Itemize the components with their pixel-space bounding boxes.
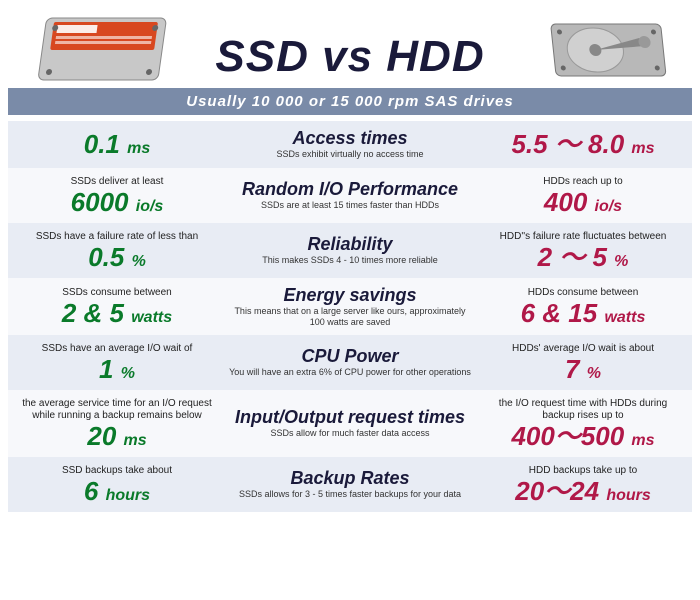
hdd-cell: HDD backups take up to20～24 hours — [478, 463, 688, 506]
hdd-value: 400 io/s — [484, 189, 682, 215]
category-subtitle: This means that on a large server like o… — [228, 306, 472, 328]
category-title: Input/Output request times — [228, 408, 472, 426]
ssd-value: 20 ms — [18, 423, 216, 449]
category-subtitle: This makes SSDs 4 - 10 times more reliab… — [228, 255, 472, 266]
category-cell: Backup Rates SSDs allows for 3 - 5 times … — [222, 463, 478, 506]
category-title: Random I/O Performance — [228, 180, 472, 198]
ssd-cell: SSDs have a failure rate of less than0.5… — [12, 229, 222, 272]
ssd-cell: the average service time for an I/O requ… — [12, 396, 222, 451]
category-cell: CPU Power You will have an extra 6% of CP… — [222, 341, 478, 384]
category-title: CPU Power — [228, 347, 472, 365]
category-subtitle: SSDs exhibit virtually no access time — [228, 149, 472, 160]
infographic-container: SSD vs HDD Usually 10 000 or 15 000 rpm … — [0, 0, 700, 520]
hdd-value: 6 & 15 watts — [484, 300, 682, 326]
ssd-cell: SSDs deliver at least6000 io/s — [12, 174, 222, 217]
comparison-row: SSDs have a failure rate of less than0.5… — [8, 223, 692, 278]
ssd-value: 2 & 5 watts — [18, 300, 216, 326]
hdd-cell: HDD''s failure rate fluctuates between2 … — [478, 229, 688, 272]
comparison-row: the average service time for an I/O requ… — [8, 390, 692, 457]
ssd-cell: SSD backups take about6 hours — [12, 463, 222, 506]
ssd-desc: SSDs have a failure rate of less than — [18, 231, 216, 243]
hdd-desc: HDD''s failure rate fluctuates between — [484, 231, 682, 243]
category-title: Energy savings — [228, 286, 472, 304]
comparison-rows: 0.1 ms Access times SSDs exhibit virtually… — [8, 121, 692, 512]
ssd-value: 6000 io/s — [18, 189, 216, 215]
ssd-cell: 0.1 ms — [12, 127, 222, 162]
hdd-cell: HDDs' average I/O wait is about7 % — [478, 341, 688, 384]
ssd-desc: the average service time for an I/O requ… — [18, 398, 216, 422]
main-title: SSD vs HDD — [215, 32, 484, 82]
category-cell: Reliability This makes SSDs 4 - 10 times … — [222, 229, 478, 272]
category-cell: Access times SSDs exhibit virtually no ac… — [222, 127, 478, 162]
hdd-desc: the I/O request time with HDDs during ba… — [484, 398, 682, 422]
hdd-value: 400～500 ms — [484, 423, 682, 449]
ssd-image — [18, 8, 178, 88]
comparison-row: SSDs consume between2 & 5 wattsEnergy sa… — [8, 278, 692, 336]
hdd-cell: HDDs consume between6 & 15 watts — [478, 284, 688, 330]
hdd-value: 2 ～ 5 % — [484, 244, 682, 270]
hdd-value: 5.5 ～ 8.0 ms — [484, 131, 682, 157]
ssd-value: 0.5 % — [18, 244, 216, 270]
ssd-value: 6 hours — [18, 478, 216, 504]
ssd-cell: SSDs have an average I/O wait of1 % — [12, 341, 222, 384]
category-subtitle: SSDs allow for much faster data access — [228, 428, 472, 439]
category-title: Backup Rates — [228, 469, 472, 487]
ssd-value: 1 % — [18, 356, 216, 382]
hdd-desc: HDDs reach up to — [484, 176, 682, 188]
category-title: Access times — [228, 129, 472, 147]
ssd-desc: SSDs deliver at least — [18, 176, 216, 188]
category-subtitle: You will have an extra 6% of CPU power f… — [228, 367, 472, 378]
ssd-desc: SSD backups take about — [18, 465, 216, 477]
comparison-row: SSDs deliver at least6000 io/sRandom I/O… — [8, 168, 692, 223]
header: SSD vs HDD — [8, 8, 692, 88]
ssd-value: 0.1 ms — [18, 131, 216, 157]
comparison-row: SSDs have an average I/O wait of1 %CPU P… — [8, 335, 692, 390]
hdd-value: 7 % — [484, 356, 682, 382]
ssd-cell: SSDs consume between2 & 5 watts — [12, 284, 222, 330]
category-cell: Random I/O Performance SSDs are at least … — [222, 174, 478, 217]
hdd-cell: HDDs reach up to400 io/s — [478, 174, 688, 217]
category-subtitle: SSDs are at least 15 times faster than H… — [228, 200, 472, 211]
comparison-row: 0.1 ms Access times SSDs exhibit virtually… — [8, 121, 692, 168]
category-subtitle: SSDs allows for 3 - 5 times faster backu… — [228, 489, 472, 500]
hdd-image — [542, 18, 682, 83]
hdd-cell: the I/O request time with HDDs during ba… — [478, 396, 688, 451]
hdd-cell: 5.5 ～ 8.0 ms — [478, 127, 688, 162]
hdd-value: 20～24 hours — [484, 478, 682, 504]
comparison-row: SSD backups take about6 hoursBackup Rate… — [8, 457, 692, 512]
category-cell: Energy savings This means that on a large… — [222, 284, 478, 330]
subtitle-bar: Usually 10 000 or 15 000 rpm SAS drives — [8, 88, 692, 115]
category-title: Reliability — [228, 235, 472, 253]
category-cell: Input/Output request times SSDs allow for… — [222, 396, 478, 451]
